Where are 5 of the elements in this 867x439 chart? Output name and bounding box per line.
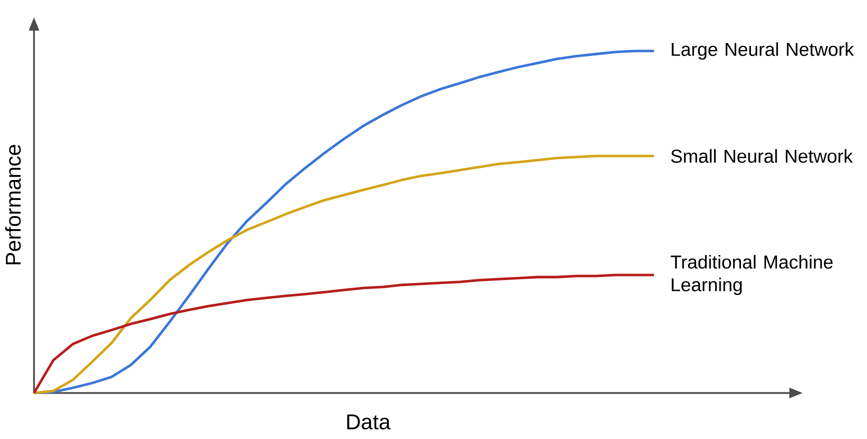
series-label: Large Neural Network xyxy=(672,42,854,60)
y-axis-title: Performance xyxy=(5,144,21,264)
x-axis-title: Data xyxy=(347,414,391,430)
series-label: Traditional Machine Learning xyxy=(670,254,833,296)
series-label: Small Neural Network xyxy=(671,149,853,163)
